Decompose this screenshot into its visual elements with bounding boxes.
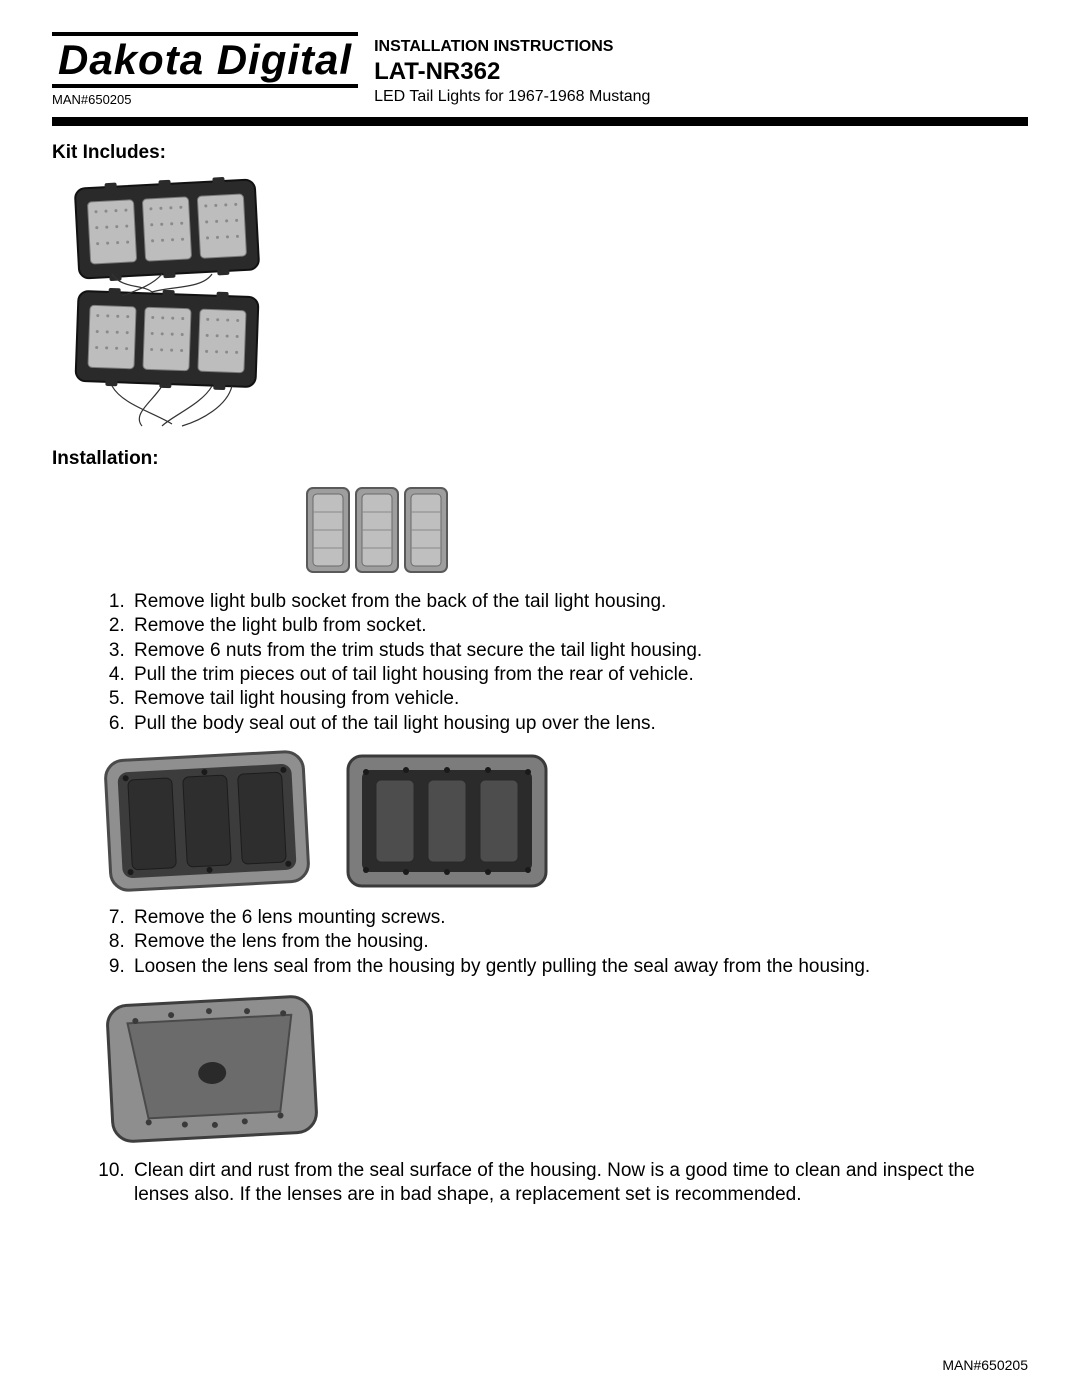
kit-image — [52, 174, 1028, 434]
step-item: Remove the light bulb from socket. — [130, 614, 1028, 638]
header: Dakota Digital MAN#650205 INSTALLATION I… — [52, 32, 1028, 107]
section-installation: Installation: — [52, 448, 1028, 470]
housing-back-svg — [342, 746, 552, 896]
title-instructions: INSTALLATION INSTRUCTIONS — [374, 38, 1028, 56]
kit-image-svg — [52, 174, 282, 434]
housing-empty-svg — [102, 989, 322, 1149]
logo-text: Dakota Digital — [58, 38, 352, 82]
horizontal-rule — [52, 117, 1028, 126]
step-item: Remove the lens from the housing. — [130, 930, 1028, 954]
step-item: Pull the body seal out of the tail light… — [130, 712, 1028, 736]
step-item: Remove tail light housing from vehicle. — [130, 687, 1028, 711]
steps-list-c: Clean dirt and rust from the seal surfac… — [52, 1159, 1028, 1208]
title-description: LED Tail Lights for 1967-1968 Mustang — [374, 88, 1028, 106]
step-item: Remove the 6 lens mounting screws. — [130, 906, 1028, 930]
logo-block: Dakota Digital MAN#650205 — [52, 32, 358, 107]
step-item: Clean dirt and rust from the seal surfac… — [130, 1159, 1028, 1208]
step-item: Remove light bulb socket from the back o… — [130, 590, 1028, 614]
title-block: INSTALLATION INSTRUCTIONS LAT-NR362 LED … — [374, 32, 1028, 106]
step-item: Loosen the lens seal from the housing by… — [130, 955, 1028, 979]
lenses-image-svg — [302, 480, 452, 580]
title-model: LAT-NR362 — [374, 58, 1028, 86]
step-item: Pull the trim pieces out of tail light h… — [130, 663, 1028, 687]
housing-front-svg — [102, 746, 312, 896]
housing-images-row — [102, 746, 1028, 896]
logo-box: Dakota Digital — [52, 32, 358, 88]
housing-empty-image — [102, 989, 1028, 1149]
section-kit-includes: Kit Includes: — [52, 142, 1028, 164]
man-number-top: MAN#650205 — [52, 92, 358, 107]
man-number-footer: MAN#650205 — [942, 1357, 1028, 1373]
page: Dakota Digital MAN#650205 INSTALLATION I… — [0, 0, 1080, 1397]
step-item: Remove 6 nuts from the trim studs that s… — [130, 639, 1028, 663]
steps-list-b: Remove the 6 lens mounting screws. Remov… — [52, 906, 1028, 979]
steps-list-a: Remove light bulb socket from the back o… — [52, 590, 1028, 736]
lenses-image — [302, 480, 1028, 580]
